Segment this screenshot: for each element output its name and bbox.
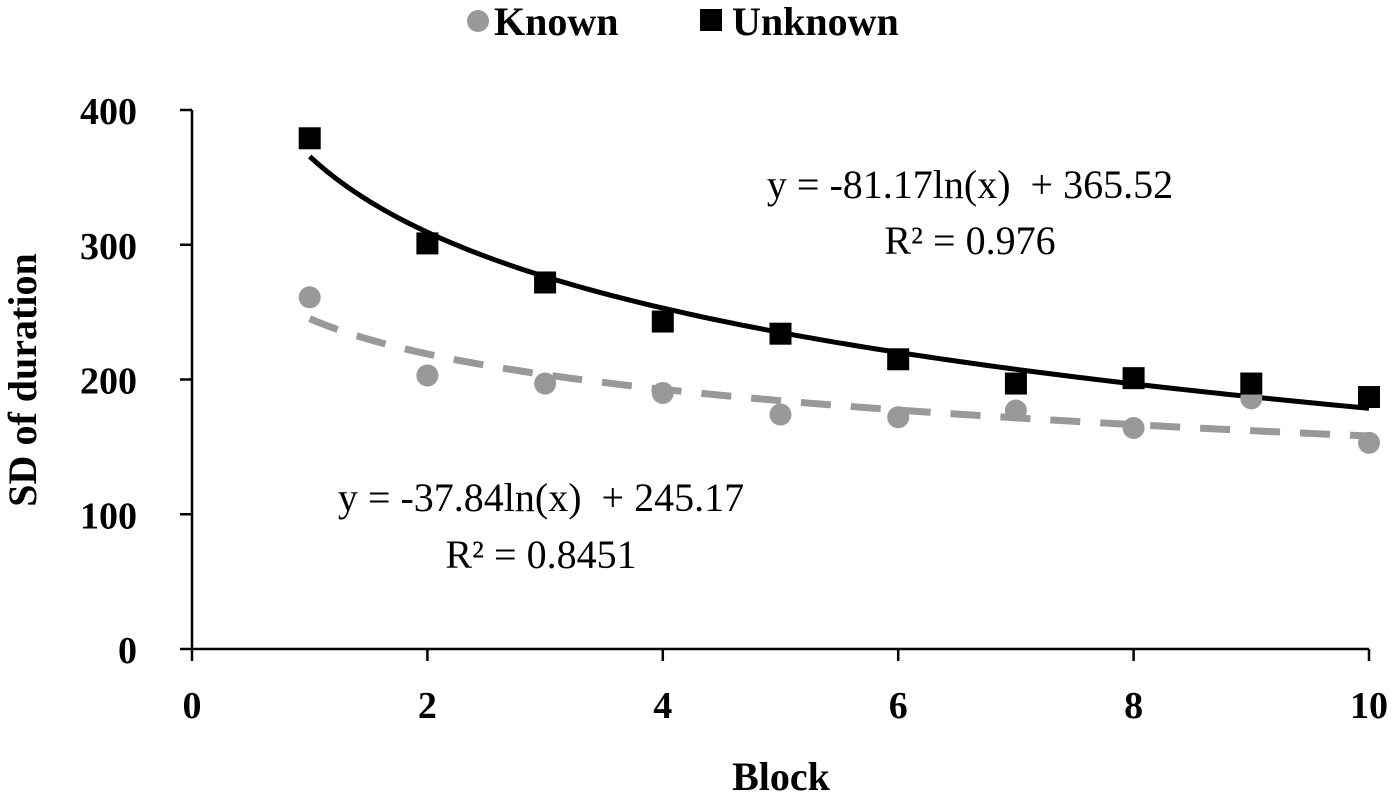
legend-marker-known (467, 10, 489, 32)
data-point-unknown (651, 310, 674, 333)
y-tick-label: 100 (80, 495, 137, 537)
data-point-unknown (534, 271, 557, 294)
data-point-unknown (769, 322, 792, 345)
data-point-known (534, 372, 557, 395)
data-point-unknown (887, 348, 910, 371)
series-known-points (298, 286, 1380, 454)
data-point-unknown (298, 127, 321, 150)
x-tick-label: 6 (889, 685, 908, 727)
data-point-known (769, 403, 792, 426)
data-point-known (298, 286, 321, 309)
data-point-known (887, 406, 910, 429)
data-point-known (1358, 431, 1380, 454)
x-tick-label: 8 (1124, 685, 1143, 727)
data-point-unknown (1240, 372, 1263, 395)
legend-label-known: Known (494, 0, 619, 44)
data-point-known (651, 381, 674, 404)
y-axis-title: SD of duration (0, 253, 45, 506)
data-point-unknown (416, 232, 439, 255)
data-point-known (1122, 417, 1145, 440)
legend: Known Unknown (467, 0, 899, 44)
y-tick-label: 200 (80, 361, 137, 403)
r2-known: R² = 0.8451 (445, 532, 636, 577)
x-tick-label: 2 (418, 685, 437, 727)
data-point-unknown (1004, 372, 1027, 395)
trendline-unknown (308, 154, 1370, 411)
equation-known: y = -37.84ln(x) + 245.17 (338, 475, 744, 520)
legend-item-known: Known (467, 0, 619, 44)
data-point-known (416, 364, 439, 387)
x-tick-label: 10 (1350, 685, 1388, 727)
legend-item-unknown: Unknown (700, 0, 899, 44)
y-tick-label: 0 (118, 630, 137, 672)
data-point-unknown (1358, 386, 1380, 409)
x-tick-label: 4 (653, 685, 672, 727)
y-tick-label: 400 (80, 91, 137, 133)
series-unknown-points (298, 127, 1380, 409)
equation-unknown: y = -81.17ln(x) + 365.52 (767, 162, 1173, 207)
x-axis-ticks: 0 2 4 6 8 10 (183, 649, 1388, 727)
y-tick-label: 300 (80, 226, 137, 268)
data-point-known (1004, 399, 1027, 422)
y-axis-ticks: 0 100 200 300 400 (80, 91, 192, 672)
legend-label-unknown: Unknown (732, 0, 899, 44)
data-point-unknown (1122, 367, 1145, 390)
trendline-known (308, 315, 1370, 440)
r2-unknown: R² = 0.976 (884, 218, 1055, 263)
legend-marker-unknown (700, 9, 722, 31)
x-tick-label: 0 (183, 685, 202, 727)
x-axis-title: Block (732, 754, 831, 795)
